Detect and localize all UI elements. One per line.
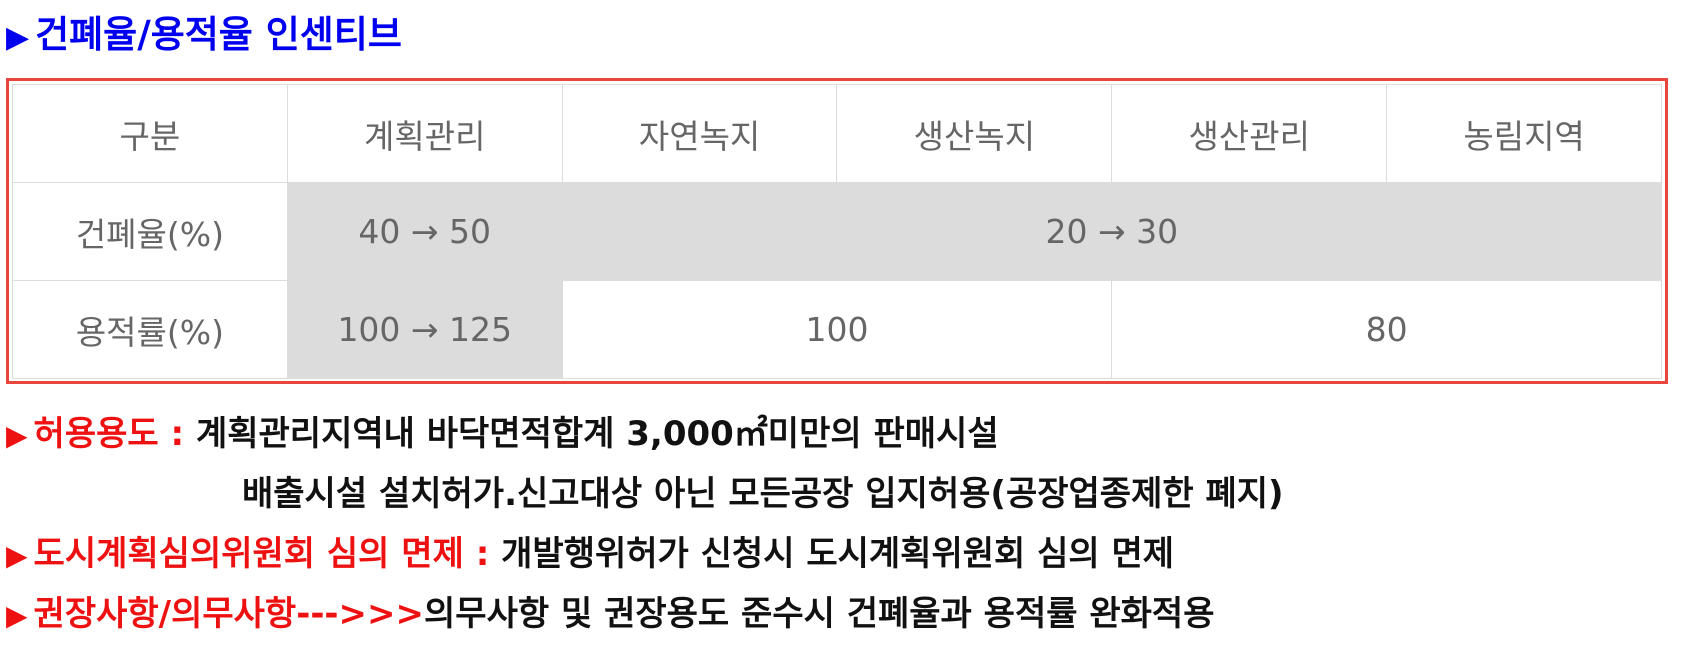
note-recommend: ▶ 권장사항/의무사항--->>>의무사항 및 권장용도 준수시 건폐율과 용적률… [6,584,1676,644]
note-recommend-text: 의무사항 및 권장용도 준수시 건폐율과 용적률 완화적용 [424,594,1215,634]
triangle-right-icon: ▶ [6,419,28,452]
note-recommend-label: 권장사항/의무사항--->>> [33,594,425,634]
header-production-management: 생산관리 [1111,84,1388,183]
triangle-right-icon: ▶ [6,599,28,632]
section-heading: ▶ 건폐율/용적율 인센티브 [6,10,402,63]
incentive-table: 구분 계획관리 자연녹지 생산녹지 생산관리 농림지역 건폐율(%) 40 → … [12,84,1663,379]
triangle-right-icon: ▶ [6,20,30,55]
triangle-right-icon: ▶ [6,539,28,572]
table-row-far: 용적률(%) 100 → 125 100 80 [12,280,1662,379]
note-exemption-text: 개발행위허가 신청시 도시계획위원회 심의 면제 [501,534,1175,574]
note-allowed-use: ▶ 허용용도 : 계획관리지역내 바닥면적합계 3,000㎡미만의 판매시설 [6,404,1676,464]
far-planned-value: 100 → 125 [286,280,563,379]
far-management-value: 80 [1111,280,1662,379]
note-exemption: ▶ 도시계획심의위원회 심의 면제 : 개발행위허가 신청시 도시계획위원회 심의… [6,524,1676,584]
notes-section: ▶ 허용용도 : 계획관리지역내 바닥면적합계 3,000㎡미만의 판매시설 배출… [6,404,1676,644]
note-allowed-label: 허용용도 : [33,414,185,454]
incentive-table-frame: 구분 계획관리 자연녹지 생산녹지 생산관리 농림지역 건폐율(%) 40 → … [6,78,1668,384]
note-allowed-text-1: 계획관리지역내 바닥면적합계 3,000㎡미만의 판매시설 [195,414,999,454]
bcr-label: 건폐율(%) [12,182,288,281]
header-production-green: 생산녹지 [836,84,1113,183]
header-planned-management: 계획관리 [286,84,563,183]
note-allowed-text-2: 배출시설 설치허가.신고대상 아닌 모든공장 입지허용(공장업종제한 폐지) [242,474,1284,514]
far-label: 용적률(%) [12,280,288,379]
table-header-row: 구분 계획관리 자연녹지 생산녹지 생산관리 농림지역 [12,84,1662,183]
header-agricultural-forest: 농림지역 [1386,84,1662,183]
bcr-others-value: 20 → 30 [561,182,1663,281]
far-green-value: 100 [561,280,1113,379]
note-exemption-label: 도시계획심의위원회 심의 면제 : [33,534,490,574]
note-allowed-use-cont: 배출시설 설치허가.신고대상 아닌 모든공장 입지허용(공장업종제한 폐지) [6,464,1676,524]
section-title: 건폐율/용적율 인센티브 [35,13,402,56]
bcr-planned-value: 40 → 50 [286,182,563,281]
header-natural-green: 자연녹지 [561,84,838,183]
table-row-bcr: 건폐율(%) 40 → 50 20 → 30 [12,182,1663,281]
header-category: 구분 [12,84,288,183]
